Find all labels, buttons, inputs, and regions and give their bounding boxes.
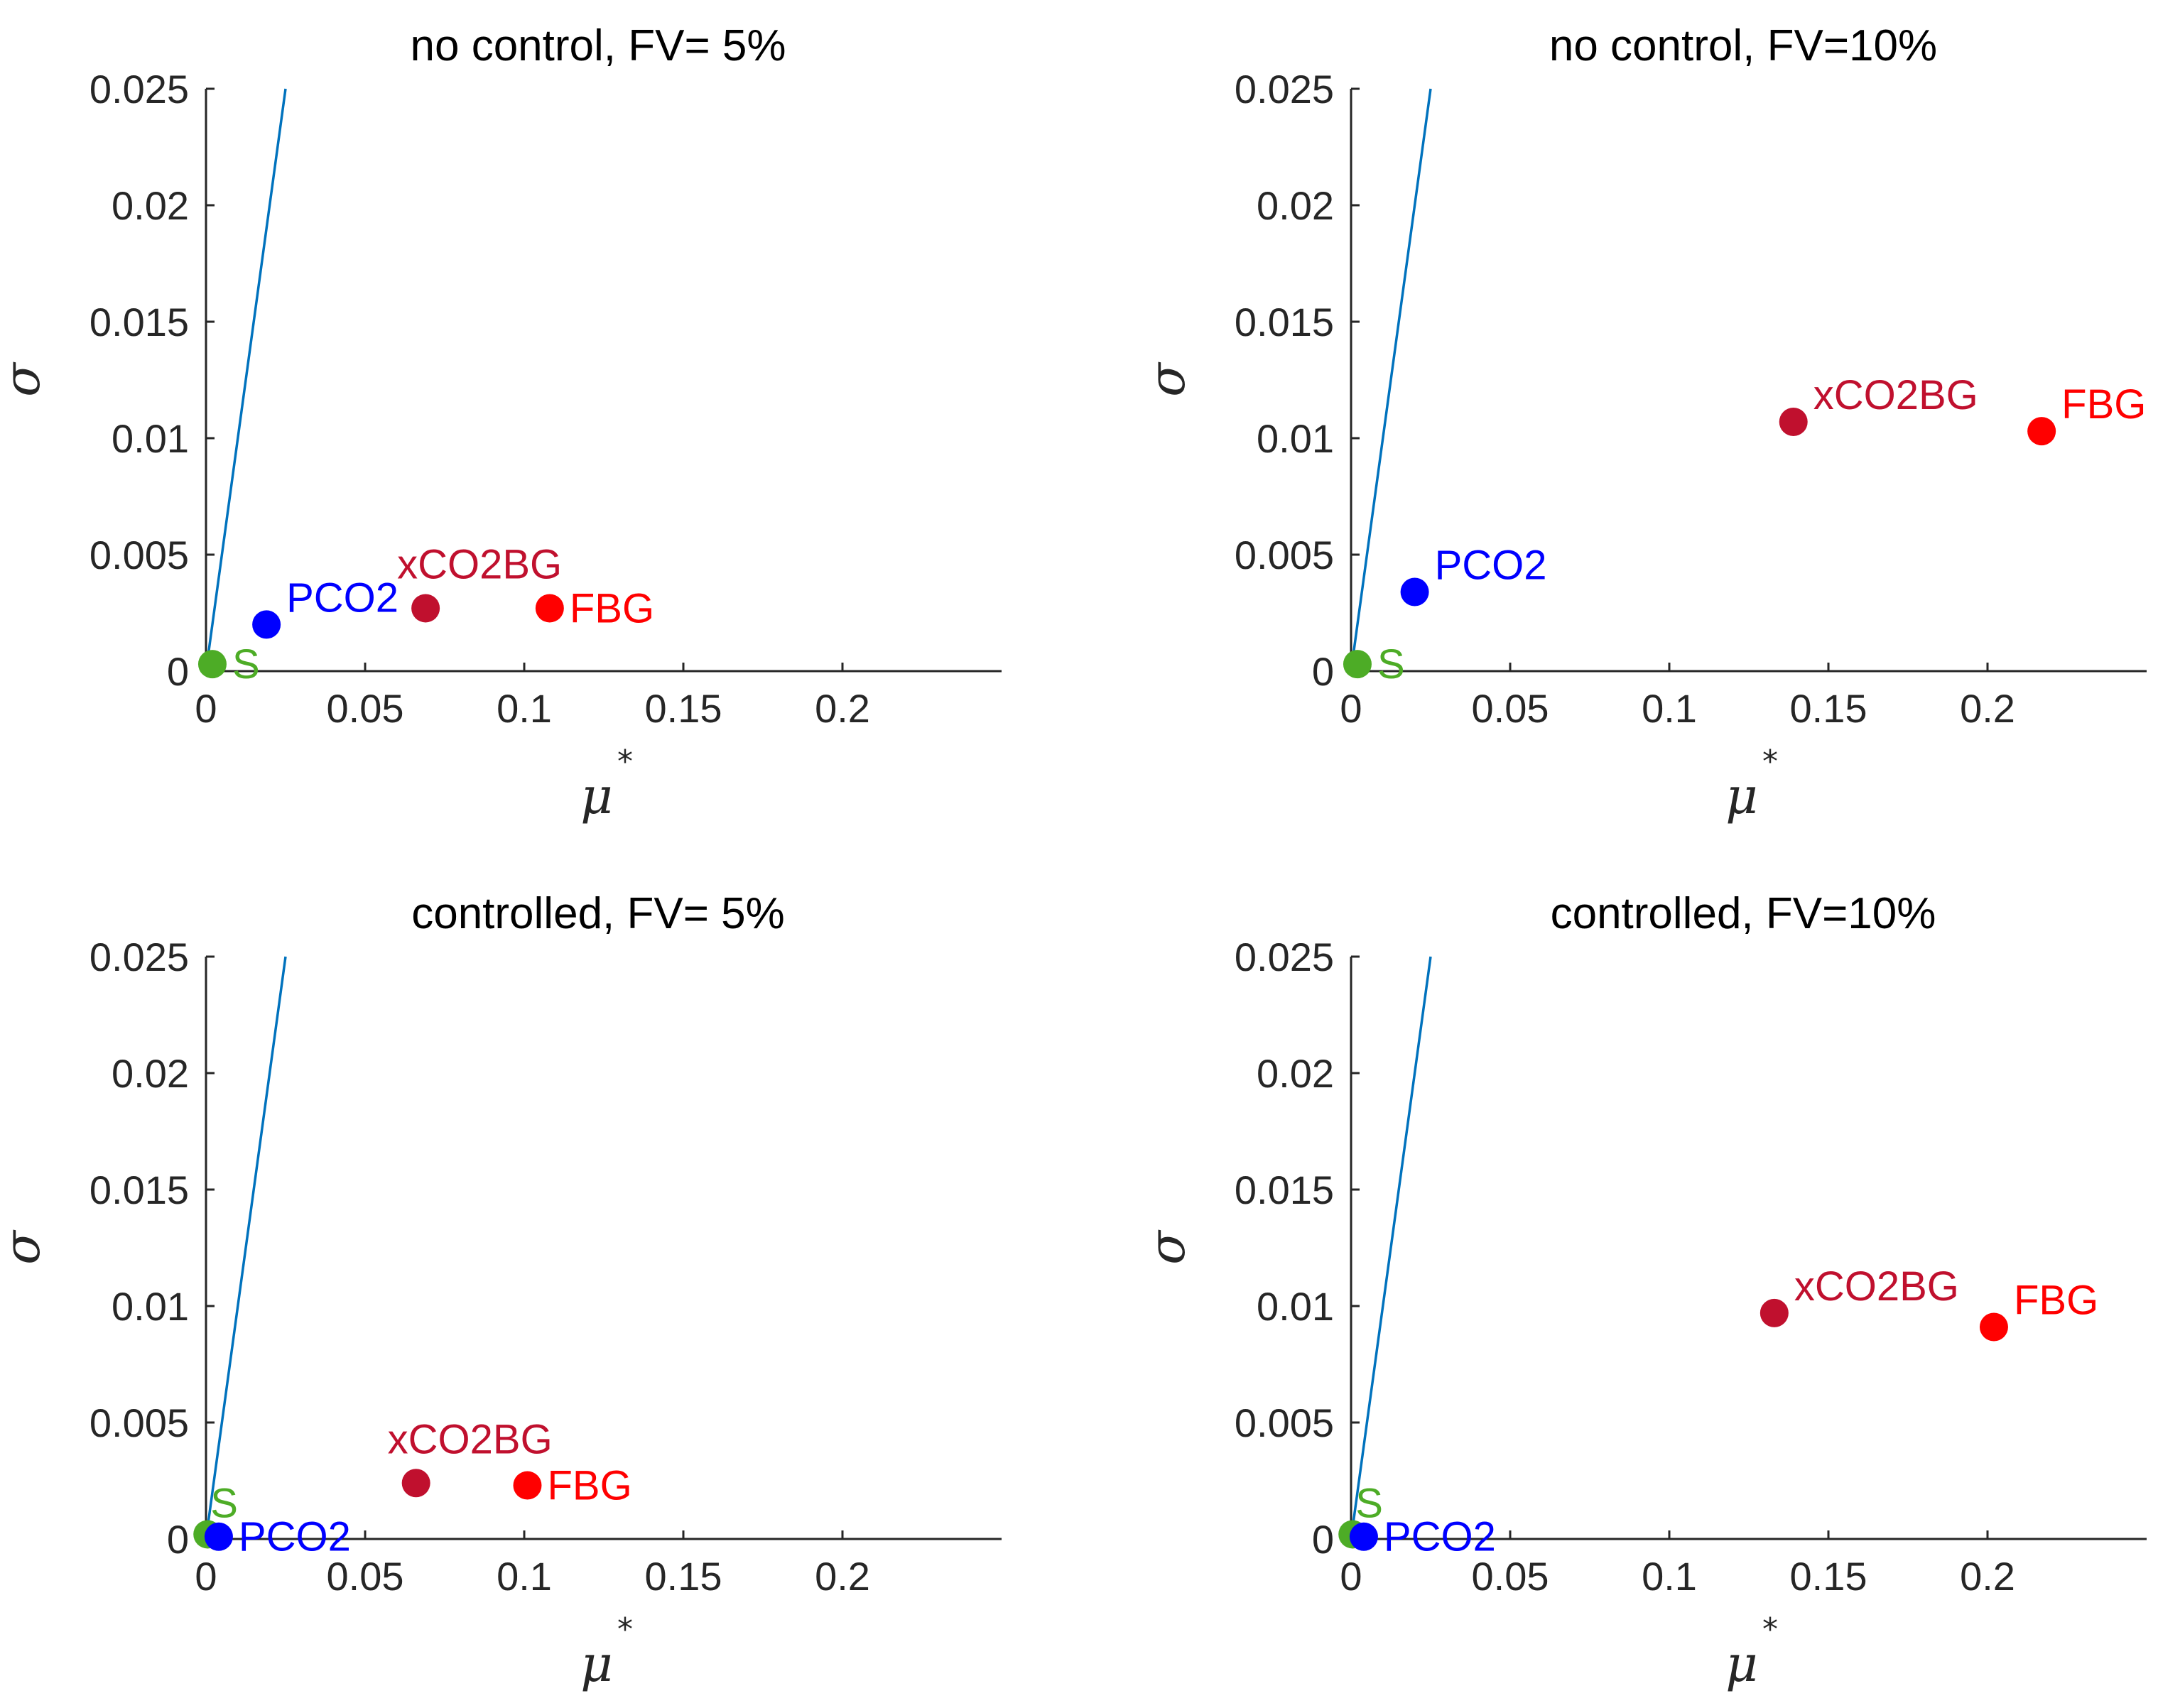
y-axis-label: σ (1138, 1229, 1196, 1265)
point-label-pco2: PCO2 (239, 1514, 351, 1560)
chart-title: controlled, FV=10% (1551, 889, 1936, 938)
x-axis-label-superscript: * (1762, 1611, 1778, 1648)
point-xco2bg (401, 1469, 430, 1498)
x-axis-label: μ (1725, 767, 1758, 825)
x-axis-label: μ (580, 767, 613, 825)
x-tick-label: 0.05 (1472, 1554, 1549, 1599)
chart-title: no control, FV= 5% (411, 21, 786, 70)
y-axis-label: σ (0, 361, 51, 397)
reference-line (205, 88, 287, 672)
y-tick-label: 0.025 (1235, 67, 1334, 111)
point-pco2 (204, 1522, 233, 1551)
point-label-s: S (210, 1480, 238, 1526)
point-pco2 (1400, 577, 1429, 606)
x-tick-label: 0.05 (327, 686, 404, 731)
x-tick-label: 0 (1340, 1554, 1362, 1599)
point-label-xco2bg: xCO2BG (1794, 1263, 1959, 1310)
x-tick-label: 0.1 (1642, 1554, 1697, 1599)
y-tick-label: 0.015 (90, 1168, 189, 1212)
x-axis-label-superscript: * (617, 1611, 633, 1648)
chart-title: controlled, FV= 5% (411, 889, 785, 938)
y-tick-label: 0.02 (1257, 183, 1334, 228)
y-tick-label: 0.02 (112, 1051, 189, 1096)
point-s (197, 650, 227, 679)
y-tick-label: 0.015 (90, 300, 189, 344)
panel-1: 0 0.05 0.1 0.15 0.2 0 0.005 0.01 0.015 0.02 0.025 n… (0, 21, 1002, 825)
x-axis-label-superscript: * (1762, 744, 1778, 780)
y-tick-label: 0.02 (112, 183, 189, 228)
panel-4: 0 0.05 0.1 0.15 0.2 0 0.005 0.01 0.015 0.02 0.025 c… (1138, 889, 2147, 1693)
point-label-pco2: PCO2 (1384, 1514, 1496, 1560)
x-axis-label: μ (580, 1635, 613, 1693)
x-tick-label: 0.15 (1790, 1554, 1867, 1599)
y-tick-label: 0.025 (90, 935, 189, 979)
panel-3: 0 0.05 0.1 0.15 0.2 0 0.005 0.01 0.015 0.02 0.025 c… (0, 889, 1002, 1693)
y-tick-label: 0.01 (112, 1284, 189, 1329)
x-tick-label: 0.2 (815, 1554, 870, 1599)
y-tick-label: 0.01 (112, 416, 189, 461)
y-tick-label: 0.01 (1257, 1284, 1334, 1329)
y-axis-label: σ (1138, 361, 1196, 397)
y-tick-label: 0.005 (1235, 1400, 1334, 1445)
point-label-pco2: PCO2 (286, 575, 398, 621)
reference-line (1350, 956, 1432, 1540)
x-tick-label: 0.15 (645, 1554, 722, 1599)
point-s (1343, 650, 1372, 679)
point-label-pco2: PCO2 (1435, 542, 1547, 588)
y-tick-label: 0 (167, 649, 189, 694)
point-label-xco2bg: xCO2BG (397, 541, 562, 587)
point-label-s: S (1355, 1480, 1383, 1526)
point-label-xco2bg: xCO2BG (1813, 372, 1978, 418)
y-tick-label: 0.015 (1235, 1168, 1334, 1212)
point-label-fbg: FBG (570, 585, 654, 631)
x-tick-label: 0.05 (1472, 686, 1549, 731)
y-tick-label: 0 (1312, 1517, 1334, 1562)
y-tick-label: 0.015 (1235, 300, 1334, 344)
point-label-s: S (1377, 641, 1405, 687)
y-axis-label: σ (0, 1229, 51, 1265)
x-tick-label: 0.1 (497, 686, 552, 731)
point-label-fbg: FBG (547, 1463, 631, 1509)
x-tick-label: 0.15 (1790, 686, 1867, 731)
x-axis-label: μ (1725, 1635, 1758, 1693)
point-pco2 (252, 610, 281, 639)
x-tick-label: 0 (195, 686, 217, 731)
point-fbg (535, 594, 564, 623)
point-fbg (1979, 1312, 2008, 1342)
panel-2: 0 0.05 0.1 0.15 0.2 0 0.005 0.01 0.015 0.02 0.025 n… (1138, 21, 2147, 825)
y-tick-label: 0.005 (1235, 533, 1334, 577)
x-tick-label: 0.1 (1642, 686, 1697, 731)
point-xco2bg (411, 594, 440, 623)
point-label-fbg: FBG (2061, 381, 2146, 428)
point-fbg (513, 1471, 542, 1500)
x-tick-label: 0.2 (1960, 1554, 2015, 1599)
point-fbg (2027, 417, 2056, 446)
x-axis-label-superscript: * (617, 744, 633, 780)
point-xco2bg (1779, 408, 1808, 437)
y-tick-label: 0 (1312, 649, 1334, 694)
x-tick-label: 0.15 (645, 686, 722, 731)
x-tick-label: 0 (1340, 686, 1362, 731)
point-label-xco2bg: xCO2BG (388, 1416, 553, 1462)
y-tick-label: 0.025 (1235, 935, 1334, 979)
y-tick-label: 0.005 (90, 533, 189, 577)
x-tick-label: 0.05 (327, 1554, 404, 1599)
point-xco2bg (1760, 1298, 1789, 1327)
x-tick-label: 0 (195, 1554, 217, 1599)
y-tick-label: 0.005 (90, 1400, 189, 1445)
y-tick-label: 0.01 (1257, 416, 1334, 461)
reference-line (1350, 88, 1432, 672)
x-tick-label: 0.2 (815, 686, 870, 731)
point-label-fbg: FBG (2014, 1278, 2098, 1324)
point-pco2 (1349, 1522, 1378, 1551)
y-tick-label: 0.025 (90, 67, 189, 111)
chart-title: no control, FV=10% (1549, 21, 1937, 70)
y-tick-label: 0 (167, 1517, 189, 1562)
x-tick-label: 0.1 (497, 1554, 552, 1599)
reference-line (205, 956, 287, 1540)
x-tick-label: 0.2 (1960, 686, 2015, 731)
y-tick-label: 0.02 (1257, 1051, 1334, 1096)
point-label-s: S (232, 641, 260, 687)
